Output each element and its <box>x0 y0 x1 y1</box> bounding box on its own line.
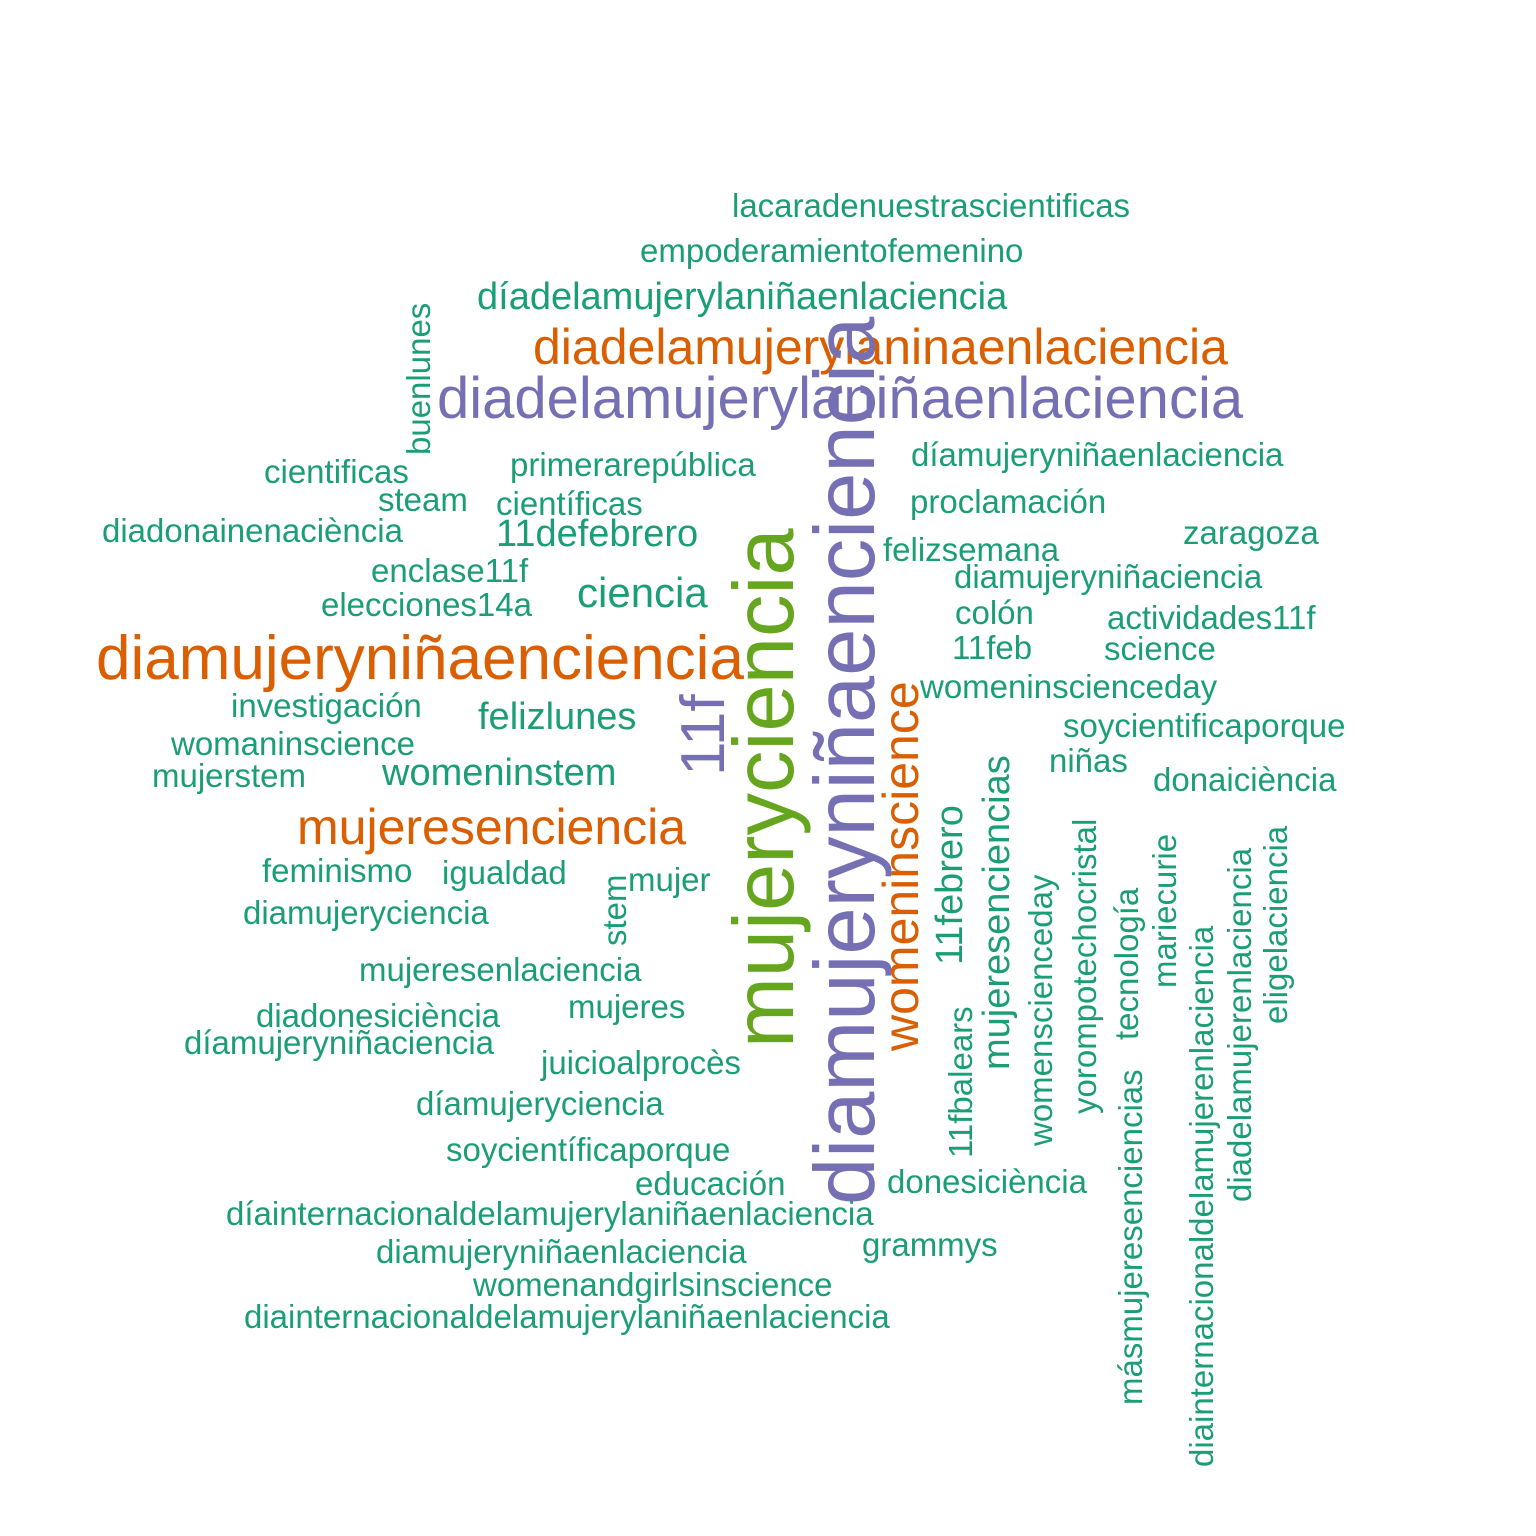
word-felizlunes: felizlunes <box>478 696 637 738</box>
word-mujer: mujer <box>628 861 711 898</box>
word-diainternacionaldelamujerenlaciencia: diainternacionaldelamujerenlaciencia <box>1183 925 1220 1467</box>
word-juicioalproces: juicioalprocès <box>541 1044 741 1081</box>
word-diamujeryninaenlaciencia: diamujeryniñaenlaciencia <box>376 1233 747 1270</box>
word-actividades11f: actividades11f <box>1107 599 1316 636</box>
word-mujeres: mujeres <box>568 988 686 1025</box>
word-soycientificaporque-accent: soycientíficaporque <box>446 1131 731 1168</box>
word-cientificas-accent: científicas <box>496 485 643 522</box>
word-mariecurie: mariecurie <box>1146 833 1183 988</box>
word-womenscienceday: womenscienceday <box>1022 874 1059 1146</box>
word-diadelamujerylaninaenlaciencia: diadelamujerylaninaenlaciencia <box>533 319 1228 375</box>
word-diamujeryninaciencia-accent: díamujeryniñaciencia <box>184 1024 495 1061</box>
word-feminismo: feminismo <box>262 852 413 889</box>
word-diadelamujerenlaciencia: diadelamujerenlaciencia <box>1221 847 1258 1202</box>
word-ciencia: ciencia <box>577 569 708 616</box>
word-grammys: grammys <box>862 1226 998 1263</box>
word-diamujeryciencia-accent: díamujeryciencia <box>416 1085 664 1122</box>
word-masmujeresenciencias: másmujeresenciencias <box>1112 1069 1149 1405</box>
word-mujeresenlaciencia: mujeresenlaciencia <box>359 951 642 988</box>
word-11feb: 11feb <box>952 629 1033 666</box>
word-cientificas: cientificas <box>264 453 409 490</box>
word-womenandgirlsinscience: womenandgirlsinscience <box>473 1266 833 1303</box>
word-investigacion: investigación <box>231 687 422 724</box>
word-mujerstem: mujerstem <box>152 757 307 794</box>
word-stem: stem <box>596 874 633 946</box>
word-diadonesiciencia: diadonesiciència <box>256 997 501 1034</box>
word-elecciones14a: elecciones14a <box>321 586 532 623</box>
word-mujeryciencia: mujeryciencia <box>717 528 812 1048</box>
word-womaninscience: womaninscience <box>171 725 415 762</box>
word-felizsemana: felizsemana <box>883 531 1060 568</box>
word-11defebrero: 11defebrero <box>496 513 699 555</box>
word-educacion: educación <box>635 1165 786 1202</box>
word-womeninscience: womeninscience <box>873 681 929 1051</box>
word-11fbalears: 11fbalears <box>942 1006 979 1158</box>
word-donesiciencia: donesiciència <box>887 1163 1087 1200</box>
word-ninas: niñas <box>1049 742 1128 779</box>
word-mujeresenciencia: mujeresenciencia <box>297 799 687 855</box>
word-yorompotechocristal: yorompotechocristal <box>1066 818 1103 1114</box>
word-primerarepublica: primerarepública <box>510 446 756 483</box>
word-mujeresenciencias: mujeresenciencias <box>976 755 1018 1070</box>
word-11febrero: 11febrero <box>929 805 971 965</box>
word-soycientificaporque: soycientificaporque <box>1063 707 1346 744</box>
word-tecnologia: tecnología <box>1108 887 1145 1040</box>
word-empoderamientofemenino: empoderamientofemenino <box>640 232 1024 269</box>
word-proclamacion: proclamación <box>910 483 1107 520</box>
word-science: science <box>1104 630 1216 667</box>
word-diainternacionaldelamujerylaninaenlaciencia-accent: díainternacionaldelamujerylaniñaenlacien… <box>226 1195 874 1232</box>
word-colon: colón <box>955 594 1034 631</box>
word-eligelaciencia: eligelaciencia <box>1257 825 1294 1024</box>
word-diadelamujerylaninaenlaciencia-tilde: diadelamujerylaniñaenlaciencia <box>437 366 1244 431</box>
word-igualdad: igualdad <box>442 854 567 891</box>
word-diainternacionaldelamujerylaninaenlaciencia: diainternacionaldelamujerylaniñaenlacien… <box>244 1298 890 1335</box>
word-diadonainenaciencia: diadonainenaciència <box>102 512 403 549</box>
word-diamujeryciencia: diamujeryciencia <box>243 894 489 931</box>
word-diadelamujerylaninaenlaciencia-accent: díadelamujerylaniñaenlaciencia <box>477 276 1008 318</box>
word-steam: steam <box>378 481 468 518</box>
word-diamujerynina-enlaciencia-accent: díamujeryniñaenlaciencia <box>911 436 1284 473</box>
word-womeninscienceday: womeninscienceday <box>920 668 1218 705</box>
word-diamujeryninaciencia: diamujeryniñaciencia <box>954 558 1263 595</box>
word-womeninstem: womeninstem <box>382 752 617 794</box>
word-diamujeryninaenciencia-orange: diamujeryniñaenciencia <box>96 624 744 693</box>
word-zaragoza: zaragoza <box>1183 514 1319 551</box>
word-buenlunes: buenlunes <box>400 302 437 455</box>
word-donaiciencia: donaiciència <box>1153 761 1337 798</box>
word-lacaradenuestrascientificas: lacaradenuestrascientificas <box>732 187 1131 224</box>
word-enclase11f: enclase11f <box>371 552 529 589</box>
word-11f: 11f <box>669 694 738 776</box>
